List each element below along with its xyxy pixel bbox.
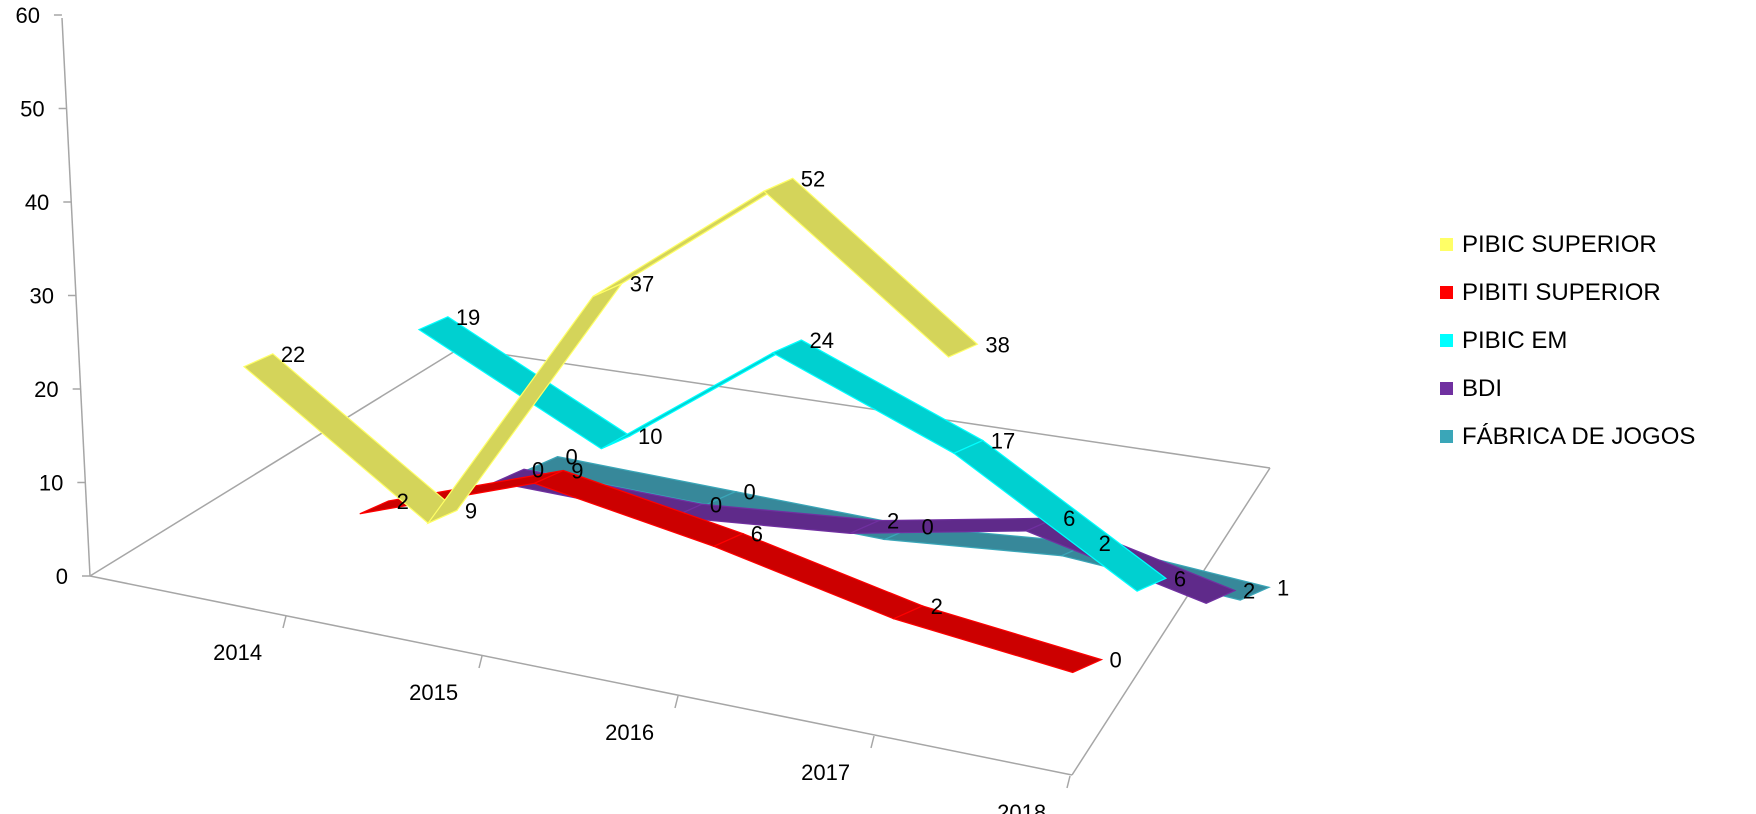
x-tick-label: 2015	[409, 680, 458, 705]
legend-item: PIBIC EM	[1440, 327, 1567, 354]
series-pibic-superior	[242, 177, 979, 525]
series-pibic-em	[417, 316, 1168, 592]
y-tick-label: 30	[29, 284, 53, 309]
legend-swatch	[1440, 430, 1453, 443]
ribbon-segment	[417, 316, 632, 450]
ribbon-segment	[952, 439, 1168, 592]
data-label: 19	[456, 305, 480, 330]
data-label: 0	[1110, 648, 1122, 673]
x-tick-label: 2017	[801, 760, 850, 785]
data-label: 38	[985, 332, 1009, 357]
legend-item: BDI	[1440, 375, 1502, 402]
axes	[61, 17, 1271, 776]
y-tick-label: 20	[34, 377, 58, 402]
data-label: 2	[1099, 531, 1111, 556]
y-tick-label: 40	[25, 190, 49, 215]
legend-swatch	[1440, 286, 1453, 299]
legend-label: PIBIC EM	[1462, 327, 1567, 354]
series-pibiti-superior	[359, 469, 1104, 674]
data-label: 6	[1174, 566, 1186, 591]
x-tick-label: 2014	[213, 640, 262, 665]
y-tick-label: 60	[15, 3, 39, 28]
ribbon-segment	[762, 177, 979, 358]
data-label: 2	[887, 509, 899, 534]
x-axis-line	[89, 575, 1073, 776]
data-label: 17	[991, 429, 1015, 454]
legend-label: PIBIC SUPERIOR	[1462, 231, 1657, 258]
data-label: 1	[1277, 575, 1289, 600]
legend-label: FÁBRICA DE JOGOS	[1462, 423, 1695, 450]
data-label: 0	[710, 492, 722, 517]
data-label: 10	[638, 424, 662, 449]
data-label: 2	[397, 489, 409, 514]
x-tick-mark	[870, 735, 875, 749]
y-tick-label: 50	[20, 97, 44, 122]
ribbon-segment	[592, 177, 794, 297]
x-tick-mark	[674, 695, 679, 709]
legend-item: FÁBRICA DE JOGOS	[1440, 423, 1695, 450]
data-label: 6	[751, 522, 763, 547]
x-ticks: 2014 2015 2016 2017 2018	[213, 615, 1071, 814]
legend-swatch	[1440, 382, 1453, 395]
floor-right-edge	[1071, 467, 1271, 776]
floor-left-edge	[89, 347, 461, 577]
x-tick-label: 2018	[997, 800, 1046, 814]
data-label: 0	[744, 480, 756, 505]
legend-swatch	[1440, 238, 1453, 251]
ribbon-segment	[849, 517, 1056, 534]
data-label: 24	[809, 328, 833, 353]
ribbon-segment	[771, 339, 985, 454]
ribbon-segment	[892, 605, 1104, 674]
data-label: 22	[281, 342, 305, 367]
x-tick-mark	[478, 655, 483, 669]
data-label: 2	[1243, 579, 1255, 604]
data-label: 0	[532, 457, 544, 482]
data-label: 0	[566, 445, 578, 470]
legend: PIBIC SUPERIOR PIBITI SUPERIOR PIBIC EM BDI…	[1440, 231, 1695, 450]
x-tick-mark	[1066, 775, 1071, 789]
legend-item: PIBIC SUPERIOR	[1440, 231, 1657, 258]
floor-back-edge	[459, 347, 1271, 469]
legend-label: PIBITI SUPERIOR	[1462, 279, 1661, 306]
data-label: 9	[465, 498, 477, 523]
legend-item: PIBITI SUPERIOR	[1440, 279, 1661, 306]
legend-swatch	[1440, 334, 1453, 347]
ribbon-segment	[242, 353, 459, 524]
series-ribbons	[242, 177, 1271, 674]
ribbon-segment	[712, 532, 925, 620]
y-tick-label: 0	[56, 564, 68, 589]
legend-label: BDI	[1462, 375, 1502, 402]
data-label: 2	[931, 594, 943, 619]
y-ticks: 0 10 20 30 40 50 60	[15, 3, 90, 589]
x-tick-mark	[282, 615, 287, 629]
data-label: 6	[1063, 506, 1075, 531]
data-label: 37	[630, 272, 654, 297]
x-tick-label: 2016	[605, 720, 654, 745]
y-tick-label: 10	[39, 471, 63, 496]
data-label: 0	[922, 515, 934, 540]
data-label: 52	[801, 166, 825, 191]
data-label: 9	[571, 459, 583, 484]
y-axis-line	[61, 17, 91, 577]
